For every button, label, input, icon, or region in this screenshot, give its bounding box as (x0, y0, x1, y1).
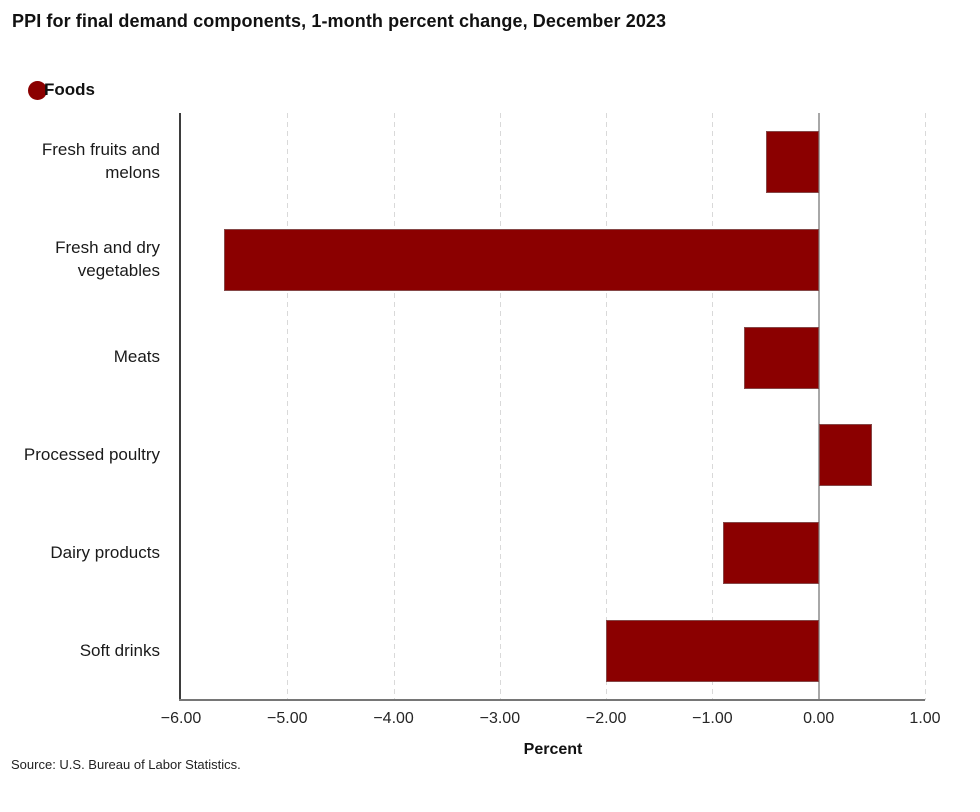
category-label: Meats (113, 347, 160, 367)
x-axis-title: Percent (523, 741, 583, 758)
legend-marker-circle (28, 80, 47, 100)
x-tick-label: 1.00 (909, 710, 941, 727)
gridline (606, 113, 608, 700)
category-label: Fresh and dry vegetables (55, 237, 160, 280)
legend-item-foods[interactable]: Foods (28, 80, 95, 100)
bar-meats[interactable] (744, 326, 819, 389)
bar-processed-poultry[interactable] (818, 424, 872, 487)
x-tick-label: −4.00 (373, 710, 414, 727)
x-tick-label: 0.00 (803, 710, 835, 727)
x-axis-line (179, 699, 925, 701)
bar-fresh-fruits-and-melons[interactable] (765, 130, 819, 193)
gridline (499, 113, 501, 700)
gridline (393, 113, 395, 700)
y-axis-line (179, 113, 181, 700)
x-tick-label: −1.00 (692, 710, 733, 727)
bar-soft-drinks[interactable] (606, 620, 819, 683)
gridline (712, 113, 714, 700)
x-tick-label: −3.00 (479, 710, 521, 727)
source-note: Source: U.S. Bureau of Labor Statistics. (11, 757, 241, 772)
bar-dairy-products[interactable] (723, 522, 819, 585)
category-label: Dairy products (50, 542, 160, 562)
legend-label: Foods (44, 80, 95, 99)
gridline (925, 113, 926, 700)
category-label: Processed poultry (23, 444, 160, 464)
bar-fresh-and-dry-vegetables[interactable] (223, 228, 819, 291)
x-tick-label: −6.00 (160, 710, 202, 727)
category-label: Fresh fruits and melons (41, 139, 160, 182)
x-tick-label: −5.00 (267, 710, 308, 727)
category-label: Soft drinks (79, 640, 160, 660)
gridline (287, 113, 289, 700)
zero-gridline (817, 113, 820, 700)
x-tick-label: −2.00 (585, 710, 627, 727)
chart-title: PPI for final demand components, 1-month… (12, 11, 667, 31)
